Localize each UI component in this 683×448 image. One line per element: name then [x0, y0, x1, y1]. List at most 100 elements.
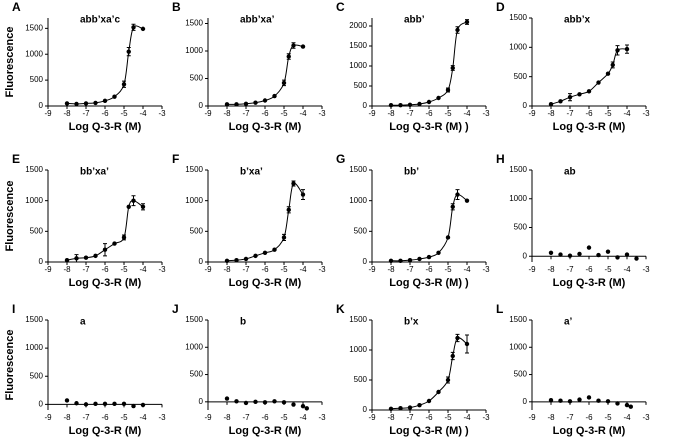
data-point — [417, 101, 422, 107]
data-point — [74, 101, 79, 107]
data-point — [224, 102, 230, 107]
x-tick-label: -9 — [44, 265, 52, 274]
x-tick-label: -4 — [139, 265, 147, 274]
x-tick-label: -6 — [425, 413, 433, 422]
data-point — [102, 401, 108, 407]
y-tick-label: 500 — [190, 226, 204, 235]
data-point — [407, 102, 413, 108]
data-point — [224, 396, 230, 401]
panel-letter: A — [12, 0, 21, 14]
y-tick-label: 1000 — [509, 194, 527, 203]
data-point — [291, 402, 296, 407]
data-point — [628, 404, 633, 409]
x-tick-label: -7 — [406, 413, 414, 422]
data-point — [234, 399, 239, 404]
x-tick-label: -3 — [158, 413, 166, 422]
data-point — [131, 25, 136, 30]
data-point — [436, 389, 441, 395]
x-tick-label: -8 — [63, 265, 71, 274]
panel-annotation: bb’ — [404, 167, 419, 178]
data-point — [407, 257, 413, 263]
x-axis-label: Log Q-3-R (M) — [553, 277, 626, 289]
x-tick-label: -4 — [299, 265, 307, 274]
x-tick-label: -9 — [204, 109, 212, 118]
data-point — [624, 46, 630, 52]
data-point — [140, 402, 146, 408]
y-tick-label: 500 — [190, 370, 204, 379]
x-tick-label: -8 — [223, 413, 231, 422]
x-tick-label: -6 — [261, 265, 269, 274]
x-tick-label: -4 — [623, 413, 631, 422]
data-point — [224, 258, 230, 263]
x-tick-label: -4 — [623, 265, 631, 274]
x-tick-label: -4 — [299, 109, 307, 118]
data-point — [567, 95, 573, 100]
x-tick-label: -7 — [566, 109, 574, 118]
data-point — [253, 253, 258, 259]
data-point — [112, 401, 117, 407]
x-tick-label: -7 — [406, 109, 414, 118]
data-point — [388, 103, 394, 108]
data-point — [596, 398, 601, 403]
x-tick-label: -9 — [528, 109, 536, 118]
data-point — [74, 256, 79, 261]
data-point — [291, 43, 296, 48]
fit-curve — [66, 25, 144, 105]
y-tick-label: 0 — [523, 397, 528, 406]
y-tick-label: 500 — [30, 371, 44, 380]
data-point — [436, 250, 441, 255]
data-point — [74, 401, 79, 406]
data-point — [417, 256, 422, 262]
y-tick-label: 1000 — [509, 42, 527, 51]
x-tick-label: -4 — [463, 109, 471, 118]
x-tick-label: -3 — [642, 265, 650, 274]
y-axis-label: Fluorescence — [4, 330, 16, 401]
data-point — [455, 192, 460, 197]
data-point — [548, 397, 554, 403]
data-point — [615, 48, 620, 53]
data-point — [586, 89, 592, 94]
x-axis-label: Log Q-3-R (M) ) — [389, 121, 469, 133]
data-point — [558, 99, 563, 104]
x-tick-label: -5 — [604, 109, 612, 118]
data-point — [426, 398, 432, 404]
data-point — [586, 245, 592, 250]
data-point — [140, 204, 146, 209]
data-point — [102, 98, 108, 104]
data-point — [567, 253, 573, 258]
data-point — [243, 256, 249, 262]
x-tick-label: -3 — [158, 265, 166, 274]
data-point — [102, 247, 108, 252]
data-point — [388, 258, 394, 263]
data-point — [605, 249, 611, 254]
data-point — [272, 93, 277, 99]
data-point — [548, 102, 554, 107]
x-tick-label: -7 — [406, 265, 414, 274]
y-tick-label: 500 — [30, 75, 44, 84]
data-point — [286, 54, 291, 59]
x-tick-label: -9 — [368, 265, 376, 274]
data-point — [548, 250, 554, 255]
fit-curve — [390, 337, 468, 410]
data-point — [112, 94, 117, 99]
x-tick-label: -5 — [444, 413, 452, 422]
x-tick-label: -7 — [566, 265, 574, 274]
x-tick-label: -8 — [387, 109, 395, 118]
y-tick-label: 1500 — [25, 315, 43, 324]
x-tick-label: -5 — [120, 109, 128, 118]
data-point — [436, 95, 441, 101]
fit-curve — [550, 48, 628, 105]
y-tick-label: 0 — [39, 257, 44, 266]
x-tick-label: -8 — [387, 265, 395, 274]
x-tick-label: -3 — [482, 109, 490, 118]
x-tick-label: -3 — [642, 413, 650, 422]
data-point — [83, 402, 89, 407]
data-point — [615, 255, 620, 260]
x-tick-label: -6 — [101, 109, 109, 118]
data-point — [121, 401, 127, 407]
data-point — [445, 235, 451, 240]
x-tick-label: -3 — [482, 413, 490, 422]
data-point — [398, 258, 403, 263]
y-tick-label: 1000 — [349, 345, 367, 354]
data-point — [455, 335, 460, 341]
